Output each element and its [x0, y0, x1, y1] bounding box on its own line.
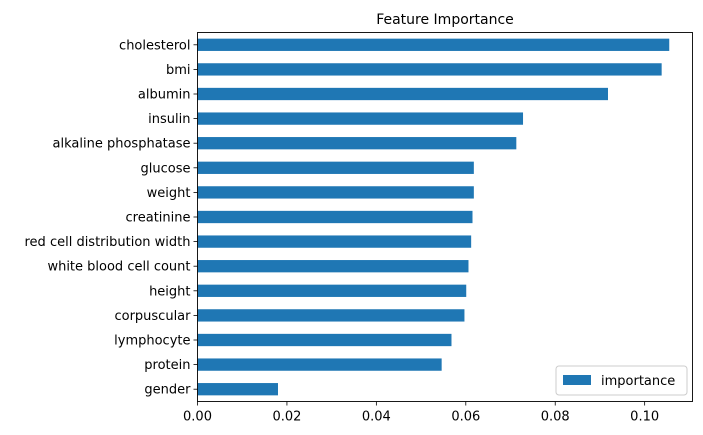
y-tick-label: creatinine: [126, 211, 191, 226]
bar-corpuscular: [197, 309, 465, 322]
x-tick-label: 0.00: [183, 410, 212, 425]
y-tick-label: glucose: [141, 161, 191, 176]
y-tick-label: weight: [147, 186, 191, 201]
bar-height: [197, 284, 467, 297]
chart-title: Feature Importance: [376, 12, 514, 28]
y-tick-label: insulin: [148, 112, 190, 127]
y-tick-label: lymphocyte: [114, 334, 190, 349]
bar-creatinine: [197, 210, 473, 224]
bar-alkaline-phosphatase: [197, 137, 517, 150]
plot-frame: [197, 32, 693, 402]
bar-white-blood-cell-count: [197, 260, 469, 273]
bar-lymphocyte: [197, 333, 452, 347]
x-tick-label: 0.06: [451, 410, 480, 425]
y-tick-label: gender: [144, 383, 191, 398]
bar-weight: [197, 186, 474, 199]
legend-label: importance: [601, 374, 675, 389]
legend-swatch: [563, 375, 591, 385]
bar-albumin: [197, 87, 608, 101]
y-tick-label: bmi: [166, 63, 191, 78]
bar-bmi: [197, 63, 662, 76]
legend-box: [555, 365, 688, 396]
y-tick-label: height: [149, 284, 190, 299]
x-tick-label: 0.10: [630, 410, 659, 425]
bar-glucose: [197, 161, 474, 174]
bar-protein: [197, 358, 442, 371]
bar-cholesterol: [197, 38, 670, 51]
x-axis-ticks: 0.00 0.02 0.04 0.06 0.08 0.10: [183, 401, 659, 425]
bar-red-cell-distribution-width: [197, 235, 472, 248]
y-tick-label: cholesterol: [119, 38, 190, 53]
y-tick-label: protein: [144, 358, 190, 373]
y-tick-label: red cell distribution width: [25, 235, 191, 250]
x-tick-label: 0.02: [272, 410, 301, 425]
y-tick-label: albumin: [138, 88, 191, 103]
bar-gender: [197, 383, 278, 396]
bars-group: [197, 38, 670, 396]
y-tick-label: alkaline phosphatase: [53, 137, 191, 152]
bar-insulin: [197, 112, 524, 125]
y-axis-ticks: cholesterol bmi albumin insulin alkaline pho…: [25, 38, 198, 398]
x-tick-label: 0.08: [541, 410, 570, 425]
x-tick-label: 0.04: [362, 410, 391, 425]
legend: importance: [555, 365, 688, 396]
y-tick-label: white blood cell count: [47, 260, 190, 275]
y-tick-label: corpuscular: [114, 309, 191, 324]
